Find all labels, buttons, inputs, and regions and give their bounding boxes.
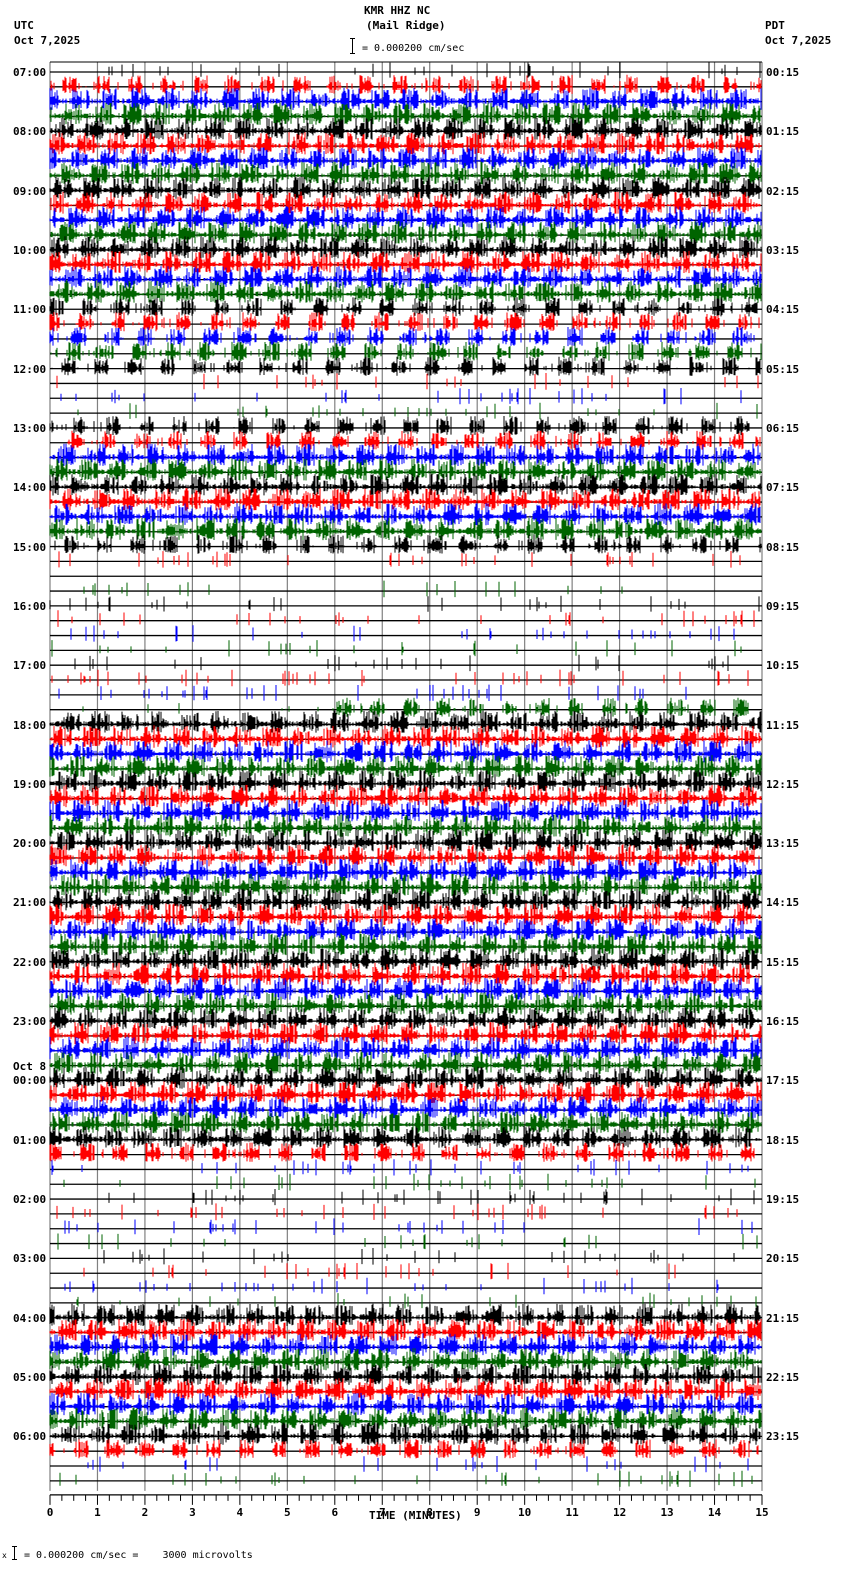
footer-scale-bar-cap <box>12 1546 17 1547</box>
pdt-time-label: 19:15 <box>766 1193 800 1207</box>
utc-time-label: 23:00 <box>13 1015 47 1029</box>
x-tick-label: 14 <box>708 1506 722 1519</box>
pdt-time-label: 01:15 <box>766 125 800 139</box>
x-tick-label: 1 <box>94 1506 101 1519</box>
utc-time-label: 08:00 <box>13 125 47 139</box>
utc-time-label: 10:00 <box>13 243 47 257</box>
pdt-time-label: 04:15 <box>766 303 800 317</box>
pdt-time-label: 13:15 <box>766 837 800 851</box>
x-tick-label: 10 <box>518 1506 531 1519</box>
utc-time-label: 16:00 <box>13 599 47 613</box>
scale-bar-cap-bottom <box>350 53 355 54</box>
right-date: Oct 7,2025 <box>765 34 832 47</box>
pdt-time-label: 23:15 <box>766 1430 800 1444</box>
pdt-time-label: 06:15 <box>766 421 800 435</box>
footer-scale-text: = 0.000200 cm/sec = 3000 microvolts <box>24 1550 253 1561</box>
pdt-time-label: 15:15 <box>766 955 800 969</box>
utc-time-label: 00:00 <box>13 1074 47 1088</box>
utc-time-label: 11:00 <box>13 303 47 317</box>
utc-time-label: 03:00 <box>13 1252 47 1266</box>
x-tick-label: 11 <box>566 1506 580 1519</box>
scale-text: = 0.000200 cm/sec <box>362 43 465 54</box>
x-tick-label: 9 <box>474 1506 481 1519</box>
utc-time-label: 17:00 <box>13 659 47 673</box>
x-tick-label: 5 <box>284 1506 291 1519</box>
utc-time-label: 12:00 <box>13 362 47 376</box>
pdt-time-label: 10:15 <box>766 659 800 673</box>
utc-time-label: 15:00 <box>13 540 47 554</box>
x-tick-label: 12 <box>613 1506 626 1519</box>
pdt-time-label: 21:15 <box>766 1311 800 1325</box>
x-tick-label: 4 <box>237 1506 244 1519</box>
pdt-time-label: 09:15 <box>766 599 800 613</box>
pdt-time-label: 16:15 <box>766 1015 800 1029</box>
utc-time-label: 14:00 <box>13 481 47 495</box>
x-tick-label: 15 <box>755 1506 768 1519</box>
footer-scale-prefix: x <box>2 1551 7 1560</box>
pdt-time-label: 17:15 <box>766 1074 800 1088</box>
station-location: (Mail Ridge) <box>366 19 446 32</box>
x-tick-label: 13 <box>660 1506 673 1519</box>
pdt-time-label: 07:15 <box>766 481 800 495</box>
utc-date-label: Oct 8 <box>13 1060 47 1074</box>
pdt-time-label: 14:15 <box>766 896 800 910</box>
pdt-time-label: 18:15 <box>766 1133 800 1147</box>
pdt-time-label: 11:15 <box>766 718 800 732</box>
utc-time-label: 21:00 <box>13 896 47 910</box>
x-tick-label: 6 <box>331 1506 338 1519</box>
pdt-time-label: 05:15 <box>766 362 800 376</box>
x-tick-label: 8 <box>426 1506 433 1519</box>
utc-time-label: 20:00 <box>13 837 47 851</box>
pdt-time-label: 00:15 <box>766 66 800 79</box>
pdt-time-label: 08:15 <box>766 540 800 554</box>
utc-time-label: 07:00 <box>13 66 47 79</box>
utc-time-label: 13:00 <box>13 421 47 435</box>
pdt-time-label: 20:15 <box>766 1252 800 1266</box>
station-title: KMR HHZ NC <box>364 4 431 17</box>
utc-time-label: 01:00 <box>13 1133 47 1147</box>
utc-time-label: 18:00 <box>13 718 47 732</box>
utc-time-label: 06:00 <box>13 1430 47 1444</box>
pdt-time-label: 02:15 <box>766 184 800 198</box>
pdt-time-label: 22:15 <box>766 1371 800 1385</box>
utc-time-label: 22:00 <box>13 955 47 969</box>
footer-scale-bar-icon <box>14 1546 15 1560</box>
utc-time-label: 04:00 <box>13 1311 47 1325</box>
scale-bar-cap-top <box>350 38 355 39</box>
right-timezone: PDT <box>765 19 785 32</box>
x-tick-label: 2 <box>142 1506 149 1519</box>
utc-time-label: 02:00 <box>13 1193 47 1207</box>
utc-time-label: 05:00 <box>13 1371 47 1385</box>
x-axis-label: TIME (MINUTES) <box>369 1509 462 1522</box>
x-tick-label: 3 <box>189 1506 196 1519</box>
footer-scale-bar-cap2 <box>12 1559 17 1560</box>
utc-time-label: 09:00 <box>13 184 47 198</box>
scale-bar-icon <box>352 38 353 54</box>
left-timezone: UTC <box>14 19 34 32</box>
pdt-time-label: 03:15 <box>766 243 800 257</box>
left-date: Oct 7,2025 <box>14 34 81 47</box>
utc-time-label: 19:00 <box>13 777 47 791</box>
x-tick-label: 0 <box>47 1506 54 1519</box>
x-tick-label: 7 <box>379 1506 386 1519</box>
pdt-time-label: 12:15 <box>766 777 800 791</box>
